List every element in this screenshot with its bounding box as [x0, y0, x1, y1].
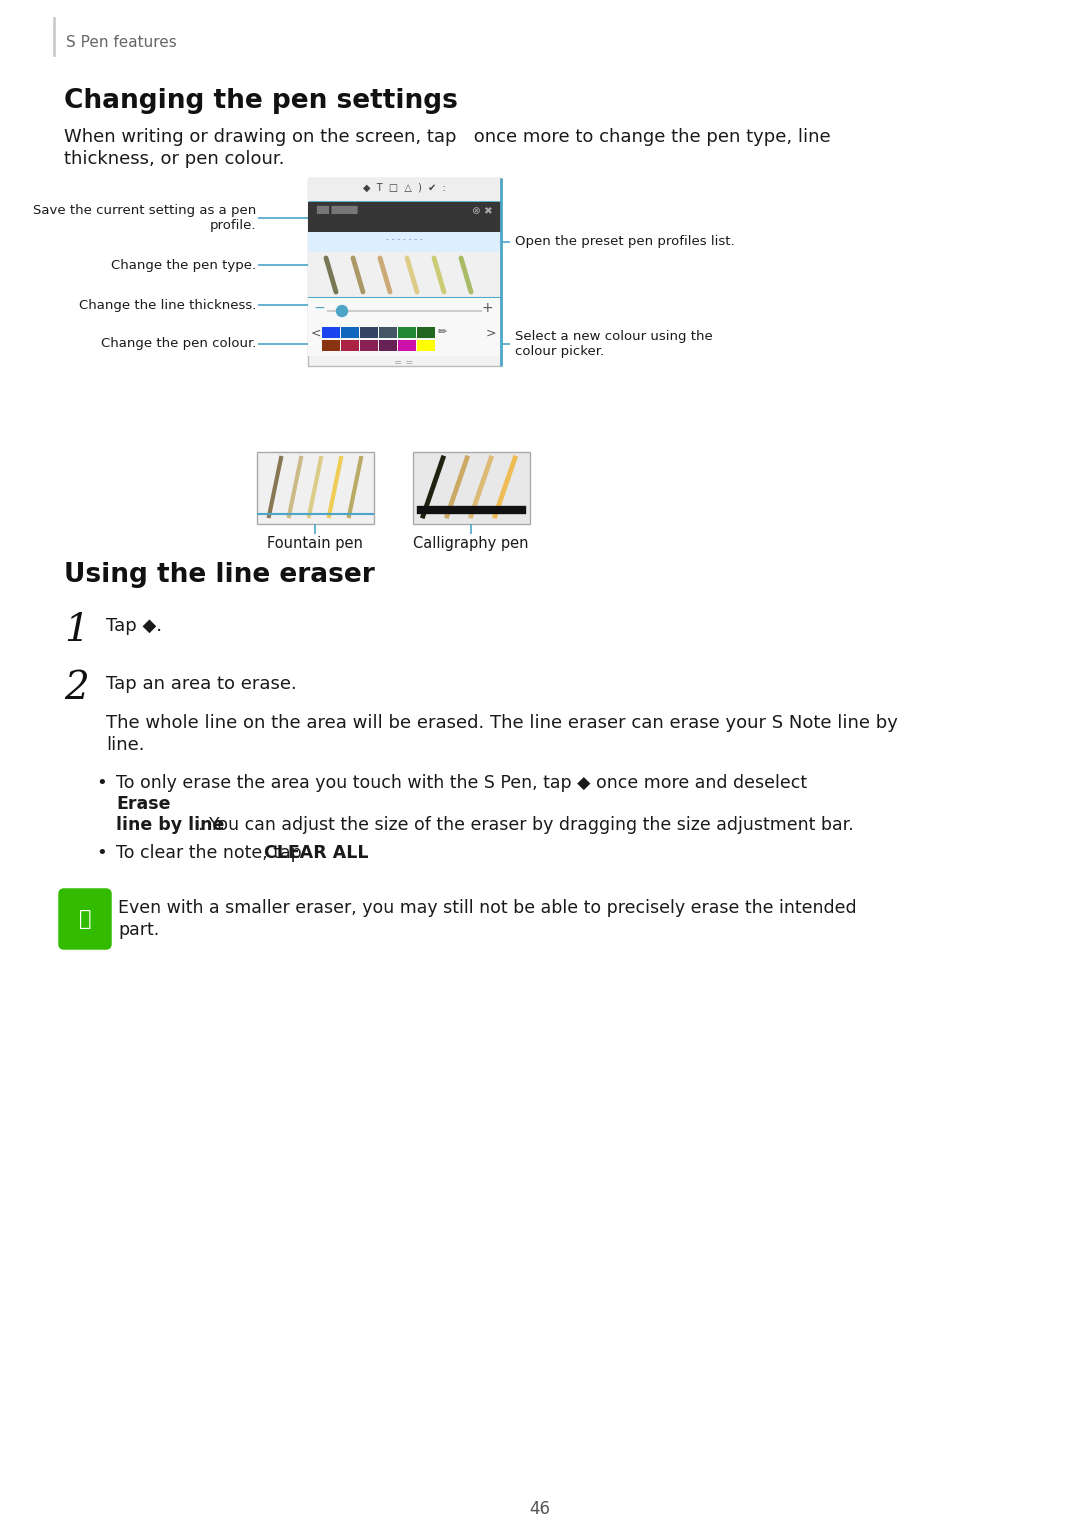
FancyBboxPatch shape	[60, 890, 110, 948]
Text: Tap ◆.: Tap ◆.	[106, 617, 162, 635]
Text: •: •	[96, 774, 107, 793]
Text: S Pen features: S Pen features	[66, 35, 177, 50]
Text: line by line: line by line	[116, 815, 225, 834]
Text: Fountain pen: Fountain pen	[267, 536, 363, 551]
FancyBboxPatch shape	[417, 341, 435, 351]
Text: The whole line on the area will be erased. The line eraser can erase your S Note: The whole line on the area will be erase…	[106, 715, 897, 731]
FancyBboxPatch shape	[308, 179, 501, 366]
FancyBboxPatch shape	[360, 327, 378, 337]
Text: ⊗ ✖: ⊗ ✖	[472, 206, 492, 215]
FancyBboxPatch shape	[308, 324, 501, 356]
Text: To only erase the area you touch with the S Pen, tap ◆ once more and deselect: To only erase the area you touch with th…	[116, 774, 812, 793]
Text: 🔔: 🔔	[79, 909, 91, 928]
FancyBboxPatch shape	[308, 202, 501, 232]
Text: ██ ████: ██ ████	[316, 205, 357, 214]
Text: CLEAR ALL: CLEAR ALL	[264, 844, 368, 863]
FancyBboxPatch shape	[379, 341, 397, 351]
Text: = =: = =	[394, 357, 414, 368]
Text: Tap an area to erase.: Tap an area to erase.	[106, 675, 297, 693]
Text: ✏: ✏	[438, 327, 447, 337]
Text: To clear the note, tap: To clear the note, tap	[116, 844, 307, 863]
FancyBboxPatch shape	[322, 327, 340, 337]
Text: When writing or drawing on the screen, tap   once more to change the pen type, l: When writing or drawing on the screen, t…	[64, 128, 831, 147]
Text: •: •	[96, 844, 107, 863]
Text: 1: 1	[64, 612, 89, 649]
FancyBboxPatch shape	[417, 327, 435, 337]
FancyBboxPatch shape	[257, 452, 374, 524]
Text: Change the pen colour.: Change the pen colour.	[100, 337, 256, 351]
FancyBboxPatch shape	[413, 452, 530, 524]
Text: 2: 2	[64, 670, 89, 707]
Text: Save the current setting as a pen
profile.: Save the current setting as a pen profil…	[32, 205, 256, 232]
FancyBboxPatch shape	[308, 232, 501, 252]
Text: Change the line thickness.: Change the line thickness.	[79, 298, 256, 312]
Text: .: .	[339, 844, 345, 863]
FancyBboxPatch shape	[379, 327, 397, 337]
FancyBboxPatch shape	[399, 341, 416, 351]
Text: Open the preset pen profiles list.: Open the preset pen profiles list.	[515, 235, 734, 249]
Text: Select a new colour using the
colour picker.: Select a new colour using the colour pic…	[515, 330, 713, 357]
Text: −: −	[314, 301, 326, 315]
Text: Change the pen type.: Change the pen type.	[111, 258, 256, 272]
FancyBboxPatch shape	[399, 327, 416, 337]
Text: +: +	[482, 301, 492, 315]
FancyBboxPatch shape	[308, 252, 501, 298]
Text: thickness, or pen colour.: thickness, or pen colour.	[64, 150, 284, 168]
Text: <: <	[311, 327, 322, 341]
Text: part.: part.	[118, 921, 159, 939]
FancyBboxPatch shape	[308, 179, 501, 202]
Text: 46: 46	[529, 1500, 551, 1518]
FancyBboxPatch shape	[308, 298, 501, 324]
Text: Using the line eraser: Using the line eraser	[64, 562, 375, 588]
Text: Changing the pen settings: Changing the pen settings	[64, 89, 458, 115]
FancyBboxPatch shape	[341, 341, 359, 351]
Text: Calligraphy pen: Calligraphy pen	[414, 536, 529, 551]
FancyBboxPatch shape	[322, 341, 340, 351]
Text: Even with a smaller eraser, you may still not be able to precisely erase the int: Even with a smaller eraser, you may stil…	[118, 899, 856, 918]
Text: - - - - - - -: - - - - - - -	[386, 235, 422, 244]
Text: line.: line.	[106, 736, 145, 754]
Circle shape	[337, 305, 348, 316]
FancyBboxPatch shape	[341, 327, 359, 337]
Text: ◆  T  □  △  )  ✔  :: ◆ T □ △ ) ✔ :	[363, 182, 445, 192]
Text: . You can adjust the size of the eraser by dragging the size adjustment bar.: . You can adjust the size of the eraser …	[198, 815, 854, 834]
Text: >: >	[486, 327, 496, 341]
Text: Erase: Erase	[116, 796, 171, 812]
FancyBboxPatch shape	[360, 341, 378, 351]
